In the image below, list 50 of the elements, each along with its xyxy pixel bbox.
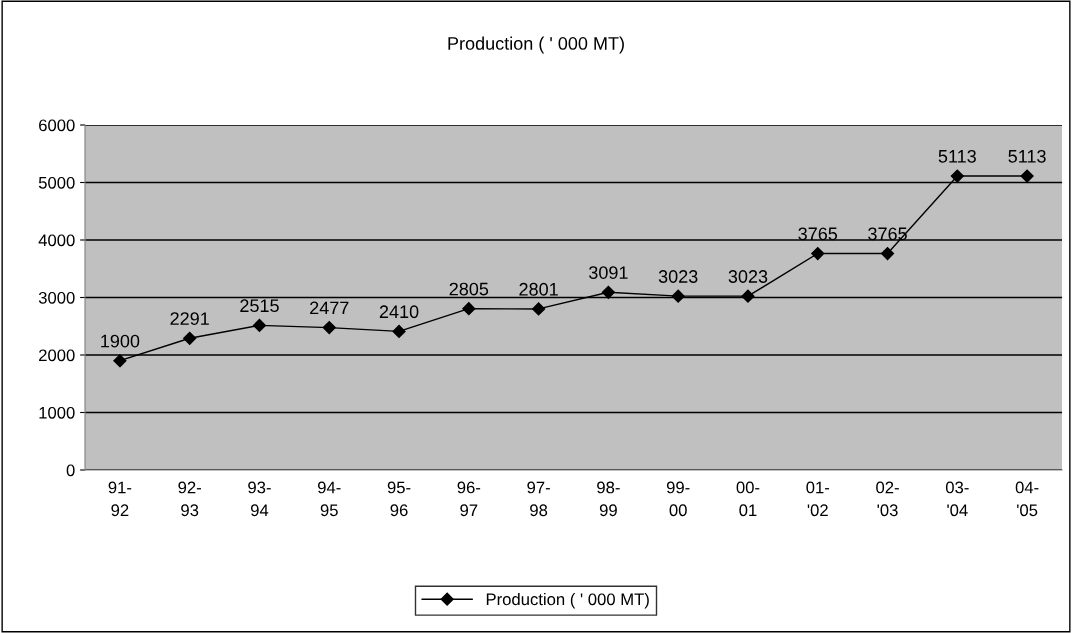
x-tick-label: 96- 97 bbox=[457, 481, 481, 517]
data-label: 5113 bbox=[1008, 149, 1046, 163]
data-label: 1900 bbox=[101, 334, 140, 348]
y-tick-label: 1000 bbox=[39, 406, 75, 419]
x-tick-label: 95- 96 bbox=[387, 481, 411, 517]
point bbox=[462, 302, 476, 316]
x-tick-label: 91- 92 bbox=[108, 481, 132, 517]
x-tick-label: 04- '05 bbox=[1015, 481, 1039, 517]
y-tick-label: 5000 bbox=[38, 176, 75, 189]
x-tick-label: 00- 01 bbox=[736, 481, 760, 517]
chart-title: Production ( ' 000 MT) bbox=[448, 36, 624, 54]
x-tick-label: 02- '03 bbox=[876, 481, 899, 517]
x-tick-label: 93- 94 bbox=[248, 481, 271, 517]
x-tick-label: 94- 95 bbox=[317, 481, 341, 517]
x-tick-label: 01- '02 bbox=[806, 481, 830, 517]
x-tick-label: 92- 93 bbox=[178, 481, 201, 517]
data-label: 2477 bbox=[310, 301, 349, 315]
point bbox=[322, 320, 336, 335]
data-label: 2291 bbox=[170, 312, 209, 325]
y-tick-label: 3000 bbox=[38, 291, 75, 304]
point bbox=[252, 318, 267, 332]
x-tick-label: 03- '04 bbox=[945, 481, 969, 517]
y-tick-label: 0 bbox=[66, 464, 75, 477]
point bbox=[532, 302, 546, 316]
data-label: 3023 bbox=[728, 270, 768, 283]
point bbox=[811, 246, 825, 261]
data-label: 3765 bbox=[798, 227, 838, 241]
point bbox=[671, 289, 685, 303]
legend-label: Production ( ' 000 MT) bbox=[486, 592, 649, 609]
data-label: 2801 bbox=[519, 282, 558, 296]
point bbox=[880, 246, 895, 261]
point bbox=[950, 169, 964, 183]
data-label: 5113 bbox=[938, 149, 976, 163]
x-tick-label: 97- 98 bbox=[527, 481, 550, 517]
y-tick-label: 6000 bbox=[39, 119, 75, 132]
point bbox=[392, 324, 406, 339]
x-tick-label: 98- 99 bbox=[597, 481, 620, 517]
data-label: 2805 bbox=[449, 282, 489, 296]
data-label: 2410 bbox=[379, 305, 419, 319]
point bbox=[741, 289, 755, 303]
y-tick-label: 4000 bbox=[38, 234, 75, 247]
y-tick-label: 2000 bbox=[39, 349, 75, 362]
point bbox=[113, 354, 127, 368]
point bbox=[183, 331, 197, 345]
point bbox=[1020, 169, 1034, 183]
data-label: 3023 bbox=[658, 270, 698, 283]
x-tick-label: 99- 00 bbox=[666, 481, 690, 517]
data-label: 3091 bbox=[589, 266, 628, 279]
point bbox=[601, 285, 615, 299]
data-label: 2515 bbox=[240, 299, 279, 313]
